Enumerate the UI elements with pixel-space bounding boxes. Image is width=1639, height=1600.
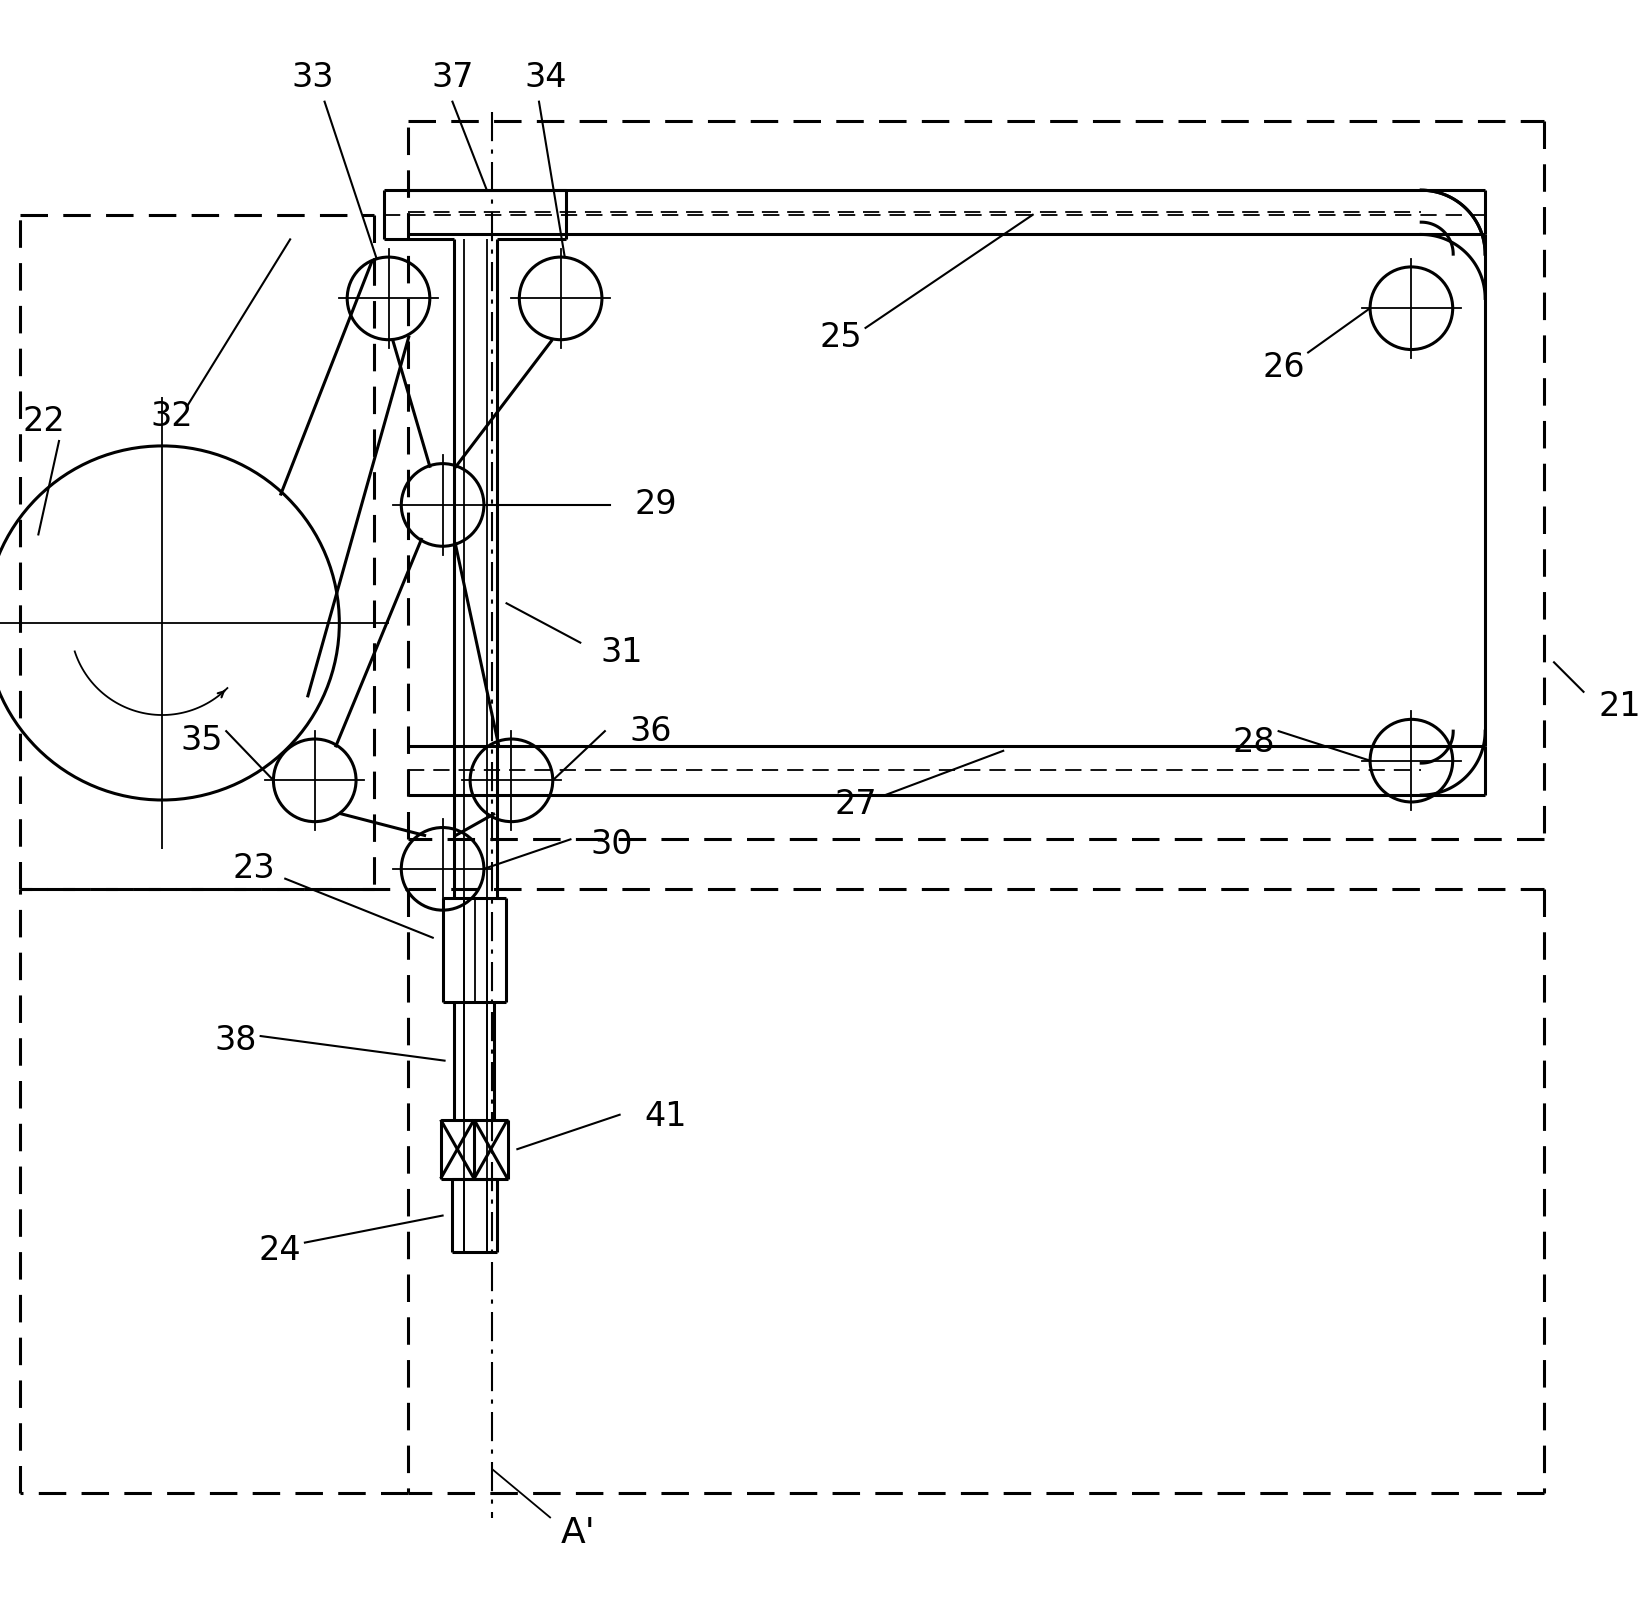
Text: 24: 24 <box>259 1234 302 1267</box>
Text: 34: 34 <box>524 61 567 93</box>
Text: 36: 36 <box>629 715 672 747</box>
Text: 28: 28 <box>1233 726 1275 760</box>
Text: 31: 31 <box>600 635 642 669</box>
Text: 41: 41 <box>644 1101 687 1133</box>
Text: 22: 22 <box>23 405 66 438</box>
Text: 23: 23 <box>233 853 275 885</box>
Text: 37: 37 <box>431 61 474 93</box>
Text: A': A' <box>561 1515 595 1550</box>
Text: 35: 35 <box>180 725 223 757</box>
Text: 29: 29 <box>634 488 677 522</box>
Text: 33: 33 <box>292 61 334 93</box>
Text: 27: 27 <box>834 789 877 821</box>
Text: 25: 25 <box>820 322 862 354</box>
Text: 38: 38 <box>215 1024 257 1058</box>
Text: 21: 21 <box>1598 690 1639 723</box>
Text: 32: 32 <box>151 400 193 434</box>
Text: 26: 26 <box>1262 350 1305 384</box>
Text: 30: 30 <box>590 827 633 861</box>
